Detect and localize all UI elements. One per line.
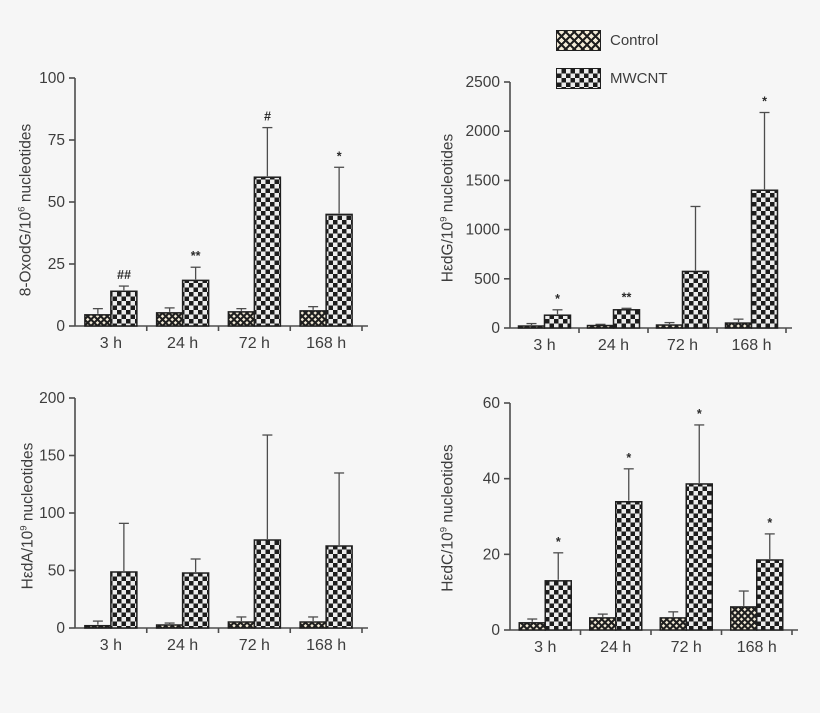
bar-mwcnt: [325, 545, 353, 629]
bar-control: [659, 617, 687, 631]
bar-control: [299, 621, 327, 629]
bar-mwcnt: [612, 309, 641, 329]
y-tick-label: 1000: [466, 222, 501, 239]
bar-control: [84, 624, 112, 629]
y-tick-label: 0: [491, 622, 500, 639]
bar-mwcnt: [110, 571, 138, 629]
bar-control: [84, 314, 112, 327]
bar-mwcnt: [681, 270, 710, 329]
y-tick-label: 20: [483, 546, 501, 563]
y-tick-label: 100: [39, 505, 65, 522]
y-tick-label: 50: [48, 194, 66, 211]
y-tick-label: 2500: [466, 74, 501, 91]
bar-control: [299, 310, 327, 327]
y-tick-label: 25: [48, 256, 65, 273]
x-category-label: 168 h: [737, 639, 777, 656]
bar-control: [518, 622, 546, 631]
bar-mwcnt: [253, 176, 282, 327]
legend: Control MWCNT: [556, 30, 667, 89]
x-category-label: 168 h: [306, 335, 346, 352]
significance-annotation: *: [767, 516, 772, 530]
bar-control: [589, 617, 617, 631]
x-category-label: 72 h: [239, 335, 270, 352]
bar-mwcnt: [181, 279, 210, 327]
bar-mwcnt: [615, 500, 643, 631]
bar-mwcnt: [750, 189, 779, 329]
bar-control: [724, 322, 753, 329]
bar-control: [655, 324, 684, 329]
y-tick-label: 0: [491, 320, 500, 337]
legend-label-mwcnt: MWCNT: [610, 70, 668, 87]
significance-annotation: *: [626, 451, 631, 465]
bar-mwcnt: [544, 580, 572, 631]
bar-mwcnt: [543, 314, 572, 329]
significance-annotation: *: [556, 535, 561, 549]
legend-item-control: Control: [556, 30, 667, 51]
bar-control: [517, 325, 546, 329]
x-category-label: 72 h: [671, 639, 702, 656]
x-category-label: 24 h: [167, 637, 198, 654]
x-category-label: 3 h: [534, 639, 556, 656]
significance-annotation: *: [697, 407, 702, 421]
x-category-label: 24 h: [167, 335, 198, 352]
significance-annotation: *: [555, 292, 560, 306]
y-tick-label: 50: [48, 563, 66, 580]
y-tick-label: 200: [39, 390, 65, 407]
bar-chart-hedg: 0 500 1000 1500 2000 2500 * 3 h ** 24 h 72 h * 168 h: [466, 74, 792, 354]
chart-heda: HεdA/109 nucleotides 0 50 100 150 200 3 h 24 h…: [0, 356, 410, 701]
significance-annotation: *: [762, 95, 767, 109]
significance-annotation: *: [337, 149, 342, 163]
significance-annotation: ##: [117, 268, 131, 282]
significance-annotation: **: [191, 249, 201, 263]
bar-control: [155, 624, 184, 629]
bar-mwcnt: [110, 290, 138, 327]
x-category-label: 3 h: [533, 337, 555, 354]
legend-label-control: Control: [610, 32, 659, 49]
control-pattern-swatch: [556, 30, 601, 51]
chart-hedc: HεdC/109 nucleotides 0 20 40 60 * 3 h * 24 h * 72…: [410, 356, 820, 701]
y-tick-label: 0: [56, 318, 65, 335]
x-category-label: 24 h: [598, 337, 629, 354]
x-category-label: 3 h: [100, 335, 122, 352]
bar-chart-hedc: 0 20 40 60 * 3 h * 24 h * 72 h * 168 h: [483, 395, 798, 656]
x-category-label: 168 h: [306, 637, 346, 654]
bar-mwcnt: [756, 559, 784, 631]
y-tick-label: 1500: [466, 172, 501, 189]
mwcnt-pattern-swatch: [556, 68, 601, 89]
bar-control: [586, 324, 615, 329]
y-tick-label: 75: [48, 132, 65, 149]
bar-mwcnt: [685, 483, 713, 631]
significance-annotation: **: [622, 290, 632, 304]
x-category-label: 168 h: [731, 337, 771, 354]
y-tick-label: 0: [56, 620, 65, 637]
y-tick-label: 100: [39, 70, 65, 87]
bar-mwcnt: [253, 539, 282, 629]
bar-mwcnt: [181, 572, 210, 629]
bar-chart-8oxodg: 0 25 50 75 100 ## 3 h ** 24 h #72 h * 168 h: [39, 70, 368, 352]
y-tick-label: 2000: [466, 123, 501, 140]
chart-8oxodg: 8-OxodG/106 nucleotides 0 25 50 75 100 ## 3 h *…: [0, 40, 410, 385]
significance-annotation: #: [264, 110, 271, 124]
bar-mwcnt: [325, 213, 353, 327]
chart-hedg: HεdG/109 nucleotides 0 500 1000 1500 2000 250…: [410, 40, 820, 385]
y-tick-label: 60: [483, 395, 501, 412]
y-tick-label: 150: [39, 448, 65, 465]
bar-control: [155, 312, 184, 327]
x-category-label: 72 h: [239, 637, 270, 654]
legend-item-mwcnt: MWCNT: [556, 68, 667, 89]
x-category-label: 24 h: [600, 639, 631, 656]
y-tick-label: 40: [483, 471, 501, 488]
y-tick-label: 500: [474, 271, 500, 288]
bar-control: [227, 311, 256, 327]
bar-control: [730, 606, 758, 631]
x-category-label: 3 h: [100, 637, 122, 654]
bar-chart-heda: 0 50 100 150 200 3 h 24 h 72 h 168 h: [39, 390, 368, 654]
bar-control: [227, 621, 256, 629]
x-category-label: 72 h: [667, 337, 698, 354]
